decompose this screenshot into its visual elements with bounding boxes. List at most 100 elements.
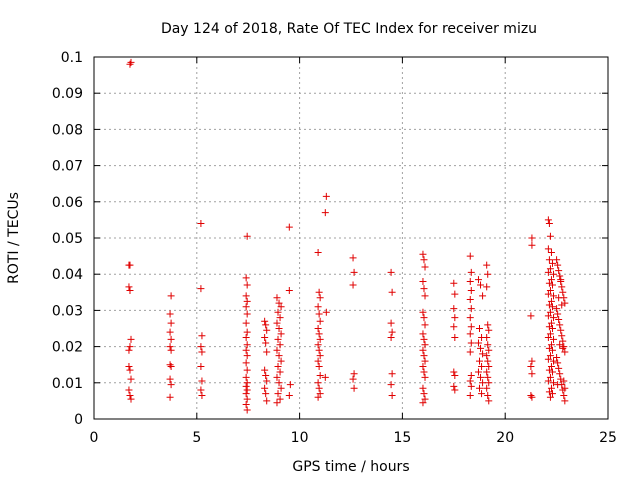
data-point bbox=[548, 346, 556, 354]
data-point bbox=[544, 334, 552, 342]
x-tick-label: 0 bbox=[90, 430, 99, 446]
data-point bbox=[242, 274, 250, 282]
data-point bbox=[321, 209, 329, 217]
data-point bbox=[420, 335, 428, 343]
data-point bbox=[243, 297, 251, 305]
data-point bbox=[421, 292, 429, 300]
data-point bbox=[242, 303, 250, 311]
data-point bbox=[528, 370, 536, 378]
x-tick-label: 5 bbox=[192, 430, 201, 446]
data-point bbox=[479, 379, 487, 387]
grid-lines bbox=[94, 57, 608, 419]
data-point bbox=[198, 391, 206, 399]
data-point bbox=[477, 344, 485, 352]
data-point bbox=[242, 334, 250, 342]
data-point bbox=[485, 346, 493, 354]
data-point bbox=[558, 301, 566, 309]
data-point bbox=[127, 58, 135, 66]
data-point bbox=[387, 319, 395, 327]
data-point bbox=[321, 373, 329, 381]
data-point bbox=[547, 297, 555, 305]
data-point bbox=[544, 312, 552, 320]
data-point bbox=[527, 391, 535, 399]
data-point bbox=[419, 399, 427, 407]
data-point bbox=[546, 308, 554, 316]
data-point bbox=[263, 397, 271, 405]
data-point bbox=[198, 332, 206, 340]
data-point bbox=[388, 391, 396, 399]
data-point bbox=[350, 268, 358, 276]
y-tick-label: 0.09 bbox=[52, 86, 83, 102]
data-point bbox=[467, 286, 475, 294]
data-point bbox=[126, 343, 134, 351]
data-point bbox=[421, 395, 429, 403]
data-point bbox=[277, 330, 285, 338]
data-point bbox=[315, 363, 323, 371]
data-point bbox=[451, 386, 459, 394]
data-point bbox=[548, 303, 556, 311]
data-point bbox=[167, 335, 175, 343]
data-point bbox=[387, 268, 395, 276]
data-point bbox=[285, 286, 293, 294]
data-point bbox=[550, 357, 558, 365]
data-point bbox=[243, 328, 251, 336]
data-point bbox=[450, 279, 458, 287]
data-point bbox=[547, 341, 555, 349]
x-tick-label: 15 bbox=[393, 430, 411, 446]
data-point bbox=[467, 372, 475, 380]
data-point bbox=[545, 344, 553, 352]
data-point bbox=[561, 384, 569, 392]
data-point bbox=[387, 334, 395, 342]
data-point bbox=[546, 265, 554, 273]
data-point bbox=[167, 381, 175, 389]
data-point bbox=[474, 276, 482, 284]
data-point bbox=[315, 310, 323, 318]
data-point bbox=[126, 366, 134, 374]
data-point bbox=[451, 290, 459, 298]
data-point bbox=[547, 276, 555, 284]
data-point bbox=[545, 388, 553, 396]
data-point bbox=[274, 308, 282, 316]
data-point bbox=[466, 277, 474, 285]
data-point bbox=[263, 348, 271, 356]
axes: 0 0.01 0.02 0.03 0.04 0.05 0.06 0.07 0.08 0.09 0.1… bbox=[52, 50, 617, 446]
data-point bbox=[276, 368, 284, 376]
data-point bbox=[544, 290, 552, 298]
data-point bbox=[273, 373, 281, 381]
data-point bbox=[545, 323, 553, 331]
data-point bbox=[126, 286, 134, 294]
data-point bbox=[466, 391, 474, 399]
data-point bbox=[451, 372, 459, 380]
data-point bbox=[275, 299, 283, 307]
data-point bbox=[349, 375, 357, 383]
data-point bbox=[166, 328, 174, 336]
data-point bbox=[560, 377, 568, 385]
data-point bbox=[243, 232, 251, 240]
data-point bbox=[273, 399, 281, 407]
data-point bbox=[554, 261, 562, 269]
data-point bbox=[467, 305, 475, 313]
data-point bbox=[167, 346, 175, 354]
data-point bbox=[421, 263, 429, 271]
data-point bbox=[315, 330, 323, 338]
data-point bbox=[243, 395, 251, 403]
data-point bbox=[166, 310, 174, 318]
data-point bbox=[483, 352, 491, 360]
data-point bbox=[263, 326, 271, 334]
data-point bbox=[198, 377, 206, 385]
data-point bbox=[483, 384, 491, 392]
data-point bbox=[474, 368, 482, 376]
data-point bbox=[546, 352, 554, 360]
data-point bbox=[242, 346, 250, 354]
data-point bbox=[419, 384, 427, 392]
data-point bbox=[555, 294, 563, 302]
data-point bbox=[450, 368, 458, 376]
data-point bbox=[550, 379, 558, 387]
data-point bbox=[556, 272, 564, 280]
data-point bbox=[127, 375, 135, 383]
data-point bbox=[544, 245, 552, 253]
data-point bbox=[261, 334, 269, 342]
data-point bbox=[555, 364, 563, 372]
data-point bbox=[420, 368, 428, 376]
data-point bbox=[243, 310, 251, 318]
